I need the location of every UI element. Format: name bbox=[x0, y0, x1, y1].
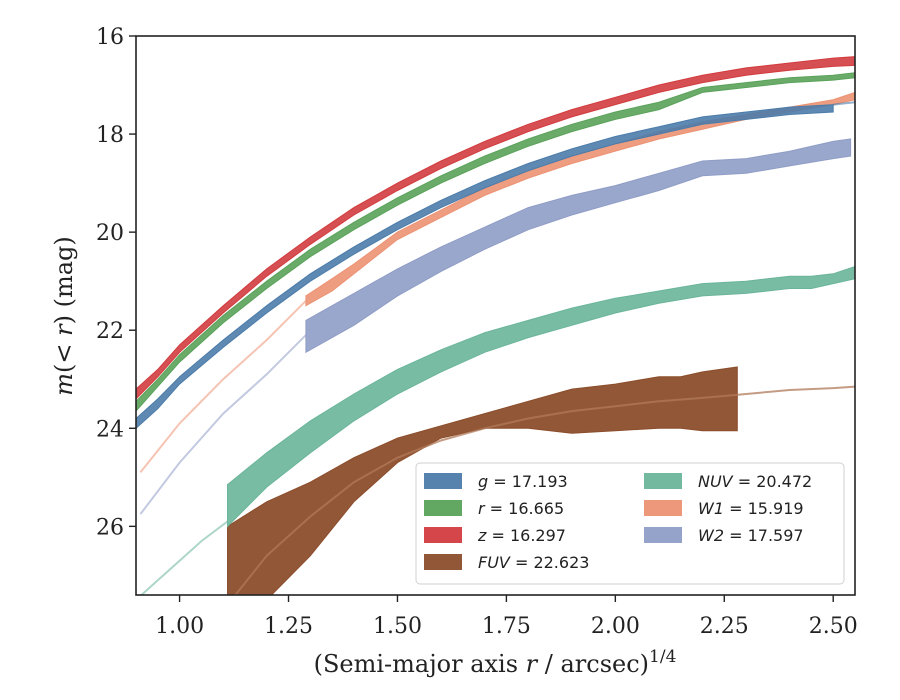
legend-item-g: g = 17.193 bbox=[424, 472, 568, 491]
legend-item-W2: W2 = 17.597 bbox=[644, 526, 804, 545]
plot-frame bbox=[135, 35, 856, 596]
legend-label: W2 = 17.597 bbox=[698, 526, 804, 545]
series-FUV-band bbox=[227, 366, 738, 595]
series-NUV-band bbox=[227, 265, 855, 528]
legend-swatch bbox=[424, 473, 462, 489]
y-tick-label: 24 bbox=[96, 417, 124, 442]
legend-swatch bbox=[644, 527, 682, 543]
legend-swatch bbox=[424, 527, 462, 543]
series-NUV bbox=[139, 265, 855, 595]
legend-box bbox=[415, 462, 845, 585]
series-W2 bbox=[139, 138, 852, 515]
y-axis-label: m(< r) (mag) bbox=[50, 236, 78, 396]
y-tick-label: 26 bbox=[96, 515, 124, 540]
legend: g = 17.193 r = 16.665 z = 16.297 FUV = 22.6… bbox=[415, 462, 845, 585]
x-tick-label: 1.75 bbox=[482, 614, 531, 639]
series-W2-band bbox=[305, 138, 852, 354]
y-tick-label: 20 bbox=[96, 221, 124, 246]
x-axis-label: (Semi-major axis r / arcsec)1/4 bbox=[314, 647, 677, 678]
x-tick-label: 2.25 bbox=[700, 614, 749, 639]
series-r bbox=[136, 72, 855, 412]
x-tick-label: 1.50 bbox=[373, 614, 422, 639]
legend-label: NUV = 20.472 bbox=[698, 472, 812, 491]
series-g-band bbox=[136, 104, 834, 429]
legend-item-NUV: NUV = 20.472 bbox=[644, 472, 812, 491]
x-tick-label: 2.00 bbox=[591, 614, 640, 639]
legend-swatch bbox=[424, 554, 462, 570]
series-W2-extrapolation bbox=[139, 334, 307, 515]
series-NUV-extrapolation bbox=[139, 520, 229, 595]
series-g-extension bbox=[833, 101, 855, 106]
y-tick-label: 22 bbox=[96, 319, 124, 344]
y-tick-label: 16 bbox=[96, 25, 124, 50]
series-g bbox=[136, 101, 855, 429]
x-axis: 1.00 1.25 1.50 1.75 2.00 2.25 2.50 bbox=[155, 595, 858, 639]
series-W1-extrapolation bbox=[139, 300, 307, 474]
series-z-band bbox=[136, 56, 855, 400]
legend-swatch bbox=[424, 500, 462, 516]
series-FUV bbox=[227, 366, 855, 595]
series-r-band bbox=[136, 72, 855, 412]
legend-item-FUV: FUV = 22.623 bbox=[424, 553, 589, 572]
legend-item-z: z = 16.297 bbox=[424, 526, 566, 545]
legend-label: z = 16.297 bbox=[477, 526, 566, 545]
legend-label: g = 17.193 bbox=[478, 472, 568, 491]
legend-swatch bbox=[644, 500, 682, 516]
x-tick-label: 2.50 bbox=[809, 614, 858, 639]
series-z bbox=[136, 56, 855, 400]
y-tick-label: 18 bbox=[96, 123, 124, 148]
legend-label: FUV = 22.623 bbox=[478, 553, 589, 572]
y-axis: 16 18 20 22 24 26 bbox=[96, 25, 136, 540]
legend-label: W1 = 15.919 bbox=[698, 499, 804, 518]
legend-item-r: r = 16.665 bbox=[424, 499, 564, 518]
legend-swatch bbox=[644, 473, 682, 489]
series-layer bbox=[136, 56, 855, 595]
legend-label: r = 16.665 bbox=[478, 499, 564, 518]
x-tick-label: 1.25 bbox=[264, 614, 313, 639]
legend-item-W1: W1 = 15.919 bbox=[644, 499, 804, 518]
x-tick-label: 1.00 bbox=[155, 614, 204, 639]
series-FUV-model-line bbox=[234, 385, 855, 595]
